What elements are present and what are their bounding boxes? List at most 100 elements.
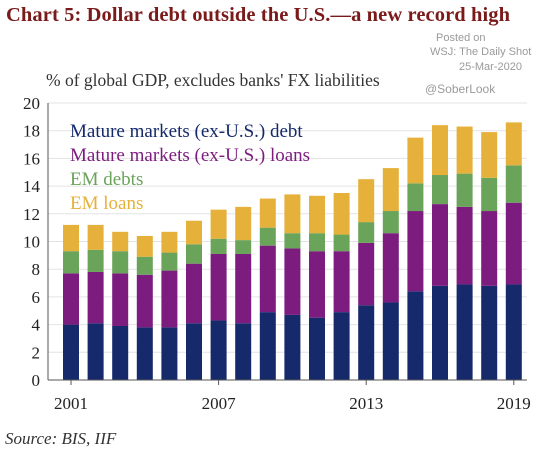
bar-segment-s0-2001 [63, 324, 79, 380]
bar-stack-2015 [407, 137, 424, 380]
posted-date: 25-Mar-2020 [459, 61, 522, 73]
bar-segment-s3-2010 [284, 194, 301, 234]
bar-segment-s3-2007 [210, 209, 227, 239]
bar-segment-s0-2015 [407, 291, 424, 380]
x-tick-label: 2007 [202, 394, 237, 413]
bar-segment-s1-2001 [63, 273, 79, 325]
bar-segment-s1-2002 [87, 271, 104, 324]
bar-segment-s2-2007 [210, 238, 227, 254]
bar-segment-s2-2016 [432, 175, 448, 205]
bar-stack-2010 [284, 194, 301, 380]
bar-segment-s2-2018 [481, 177, 498, 212]
bar-segment-s3-2001 [63, 224, 79, 252]
bar-stack-2013 [358, 179, 375, 380]
bar-stack-2002 [87, 224, 104, 380]
bar-segment-s0-2005 [161, 327, 178, 380]
bar-segment-s1-2015 [407, 211, 424, 292]
bar-stack-2018 [481, 132, 498, 380]
bar-segment-s3-2008 [235, 206, 252, 241]
bar-segment-s1-2008 [235, 253, 252, 324]
bar-segment-s2-2006 [186, 244, 202, 264]
bar-segment-s3-2006 [186, 220, 202, 245]
bar-segment-s0-2009 [259, 312, 276, 380]
twitter-handle: @SoberLook [425, 82, 496, 96]
bar-segment-s1-2018 [481, 211, 498, 286]
axes-group [47, 103, 527, 381]
y-tick-label: 16 [23, 149, 40, 168]
bar-segment-s2-2013 [358, 222, 375, 243]
bar-segment-s3-2003 [112, 231, 129, 252]
y-tick-label: 14 [23, 177, 41, 196]
bar-stack-2011 [309, 195, 325, 380]
bar-stack-2003 [112, 231, 129, 380]
bar-segment-s2-2008 [235, 240, 252, 254]
bar-segment-s0-2007 [210, 320, 227, 380]
legend-entry-0: Mature markets (ex-U.S.) debt [70, 121, 303, 142]
bar-segment-s0-2016 [432, 285, 448, 380]
bar-segment-s2-2014 [382, 211, 399, 234]
bar-segment-s3-2015 [407, 137, 424, 184]
bar-segment-s1-2004 [136, 274, 153, 328]
x-tick-labels: 2001 2007 2013 2019 [54, 380, 531, 413]
y-tick-label: 8 [32, 260, 41, 279]
y-tick-label: 18 [23, 122, 40, 141]
y-tick-label: 6 [32, 288, 41, 307]
bar-segment-s2-2017 [456, 173, 473, 207]
bar-segment-s3-2019 [505, 122, 522, 166]
bar-segment-s3-2017 [456, 126, 473, 174]
legend: Mature markets (ex-U.S.) debt Mature mark… [70, 121, 310, 214]
bar-segment-s1-2016 [432, 204, 448, 286]
bar-segment-s0-2014 [382, 302, 399, 380]
bar-segment-s2-2011 [309, 233, 325, 252]
bar-segment-s1-2019 [505, 202, 522, 285]
bar-stack-2007 [210, 209, 227, 380]
bar-segment-s1-2013 [358, 242, 375, 306]
bar-segment-s0-2010 [284, 314, 301, 380]
bar-stack-2016 [432, 125, 448, 380]
bar-segment-s2-2015 [407, 183, 424, 212]
bar-segment-s0-2017 [456, 284, 473, 380]
bar-segment-s3-2016 [432, 125, 448, 176]
bar-segment-s3-2011 [309, 195, 325, 234]
bar-segment-s2-2012 [333, 234, 350, 252]
legend-entry-1: Mature markets (ex-U.S.) loans [70, 145, 310, 166]
bar-segment-s2-2004 [136, 256, 153, 275]
legend-entry-3: EM loans [70, 193, 143, 214]
bar-segment-s1-2003 [112, 273, 129, 326]
bar-segment-s0-2002 [87, 323, 104, 380]
bar-stack-2008 [235, 206, 252, 380]
x-tick-label: 2001 [54, 394, 88, 413]
bar-segment-s3-2002 [87, 224, 104, 250]
bar-segment-s1-2007 [210, 253, 227, 321]
bar-stack-2019 [505, 122, 522, 380]
bar-segment-s1-2012 [333, 251, 350, 313]
bar-stack-2017 [456, 126, 473, 380]
bar-segment-s0-2003 [112, 325, 129, 380]
bar-segment-s3-2013 [358, 179, 375, 223]
bar-stack-2001 [63, 224, 79, 380]
legend-entry-2: EM debts [70, 169, 143, 190]
bar-segment-s3-2014 [382, 168, 399, 212]
bar-segment-s2-2001 [63, 251, 79, 274]
bar-segment-s3-2009 [259, 198, 276, 228]
bar-segment-s0-2019 [505, 284, 522, 380]
bar-segment-s3-2018 [481, 132, 498, 178]
y-tick-label: 20 [23, 94, 40, 113]
bar-segment-s2-2002 [87, 249, 104, 272]
bar-segment-s1-2009 [259, 245, 276, 313]
bar-segment-s1-2014 [382, 233, 399, 303]
bar-segment-s0-2011 [309, 317, 325, 380]
x-tick-label: 2013 [349, 394, 383, 413]
bar-stack-2004 [136, 235, 153, 380]
y-tick-label: 4 [32, 316, 41, 335]
chart-subtitle: % of global GDP, excludes banks' FX liab… [46, 70, 380, 90]
source-note: Source: BIS, IIF [5, 429, 117, 448]
bar-segment-s2-2003 [112, 251, 129, 274]
bar-stack-2012 [333, 193, 350, 380]
bar-segment-s0-2008 [235, 323, 252, 380]
bar-stack-2009 [259, 198, 276, 380]
bar-segment-s3-2004 [136, 235, 153, 257]
bar-stack-2006 [186, 220, 202, 380]
bar-segment-s2-2019 [505, 165, 522, 203]
bar-segment-s0-2018 [481, 285, 498, 380]
